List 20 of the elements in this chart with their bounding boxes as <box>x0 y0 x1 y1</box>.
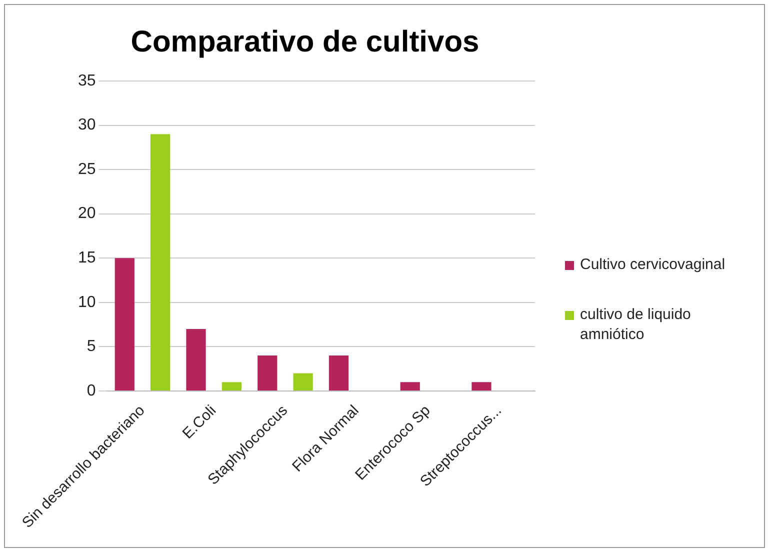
y-tick-label: 5 <box>86 338 96 356</box>
bar <box>400 382 420 390</box>
y-tick-label: 20 <box>78 205 96 222</box>
bar <box>293 373 313 390</box>
bar <box>258 356 278 390</box>
y-tick-label: 30 <box>78 116 96 134</box>
y-tick-label: 15 <box>78 250 96 267</box>
y-tick-label: 25 <box>78 160 96 178</box>
y-tick-label: 35 <box>78 72 96 90</box>
bar <box>328 356 349 390</box>
bar <box>222 382 242 390</box>
legend-label: Cultivo cervicovaginal <box>580 255 726 275</box>
y-tick-label: 10 <box>78 294 96 311</box>
legend-label: cultivo de liquido amniótico <box>580 305 692 345</box>
bar <box>472 382 492 390</box>
bar <box>114 258 134 390</box>
chart-title: Comparativo de cultivos <box>130 25 480 58</box>
y-tick-label: 0 <box>86 382 96 400</box>
bar <box>150 134 170 390</box>
bar <box>186 328 206 390</box>
